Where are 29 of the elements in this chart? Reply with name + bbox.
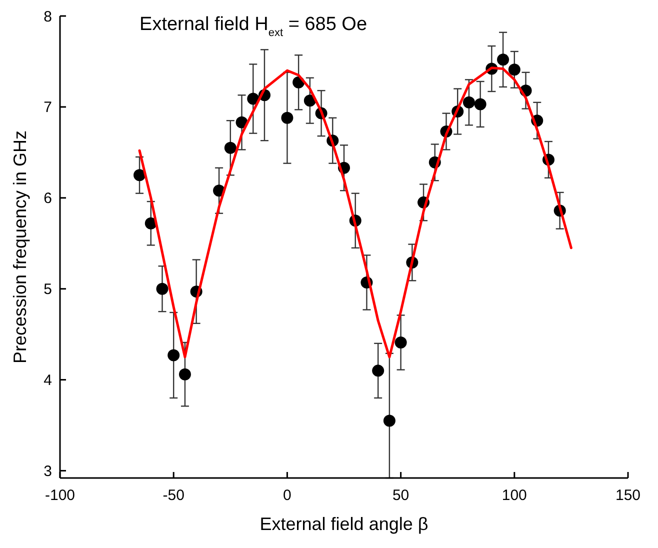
point [383,414,396,427]
point [394,336,407,348]
x-tick-label: 0 [283,487,292,504]
x-tick-label: 100 [502,487,527,504]
point [178,368,191,380]
point [474,98,486,110]
point [134,169,146,182]
point [372,364,384,377]
point [168,349,180,362]
y-tick-label: 6 [44,190,52,208]
y-tick-label: 4 [44,372,52,390]
x-tick-label: -50 [162,487,184,504]
y-axis-title: Precession frequency in GHz [10,130,30,364]
y-tick-label: 7 [44,99,52,116]
x-tick-label: 150 [615,487,641,504]
point [247,92,260,105]
y-tick-label: 5 [44,281,52,298]
y-tick-label: 8 [44,8,52,26]
x-axis-title: External field angle β [260,514,428,534]
x-tick-label: 50 [392,487,410,504]
point [224,142,236,154]
point [281,112,294,124]
chart-title: External field H$_{ext}$ = 685 Oe [140,14,368,39]
y-tick-label: 3 [44,462,52,480]
point [462,96,475,108]
x-tick-label: -100 [44,487,76,504]
point [156,282,168,295]
point [497,54,510,66]
point [508,64,520,76]
